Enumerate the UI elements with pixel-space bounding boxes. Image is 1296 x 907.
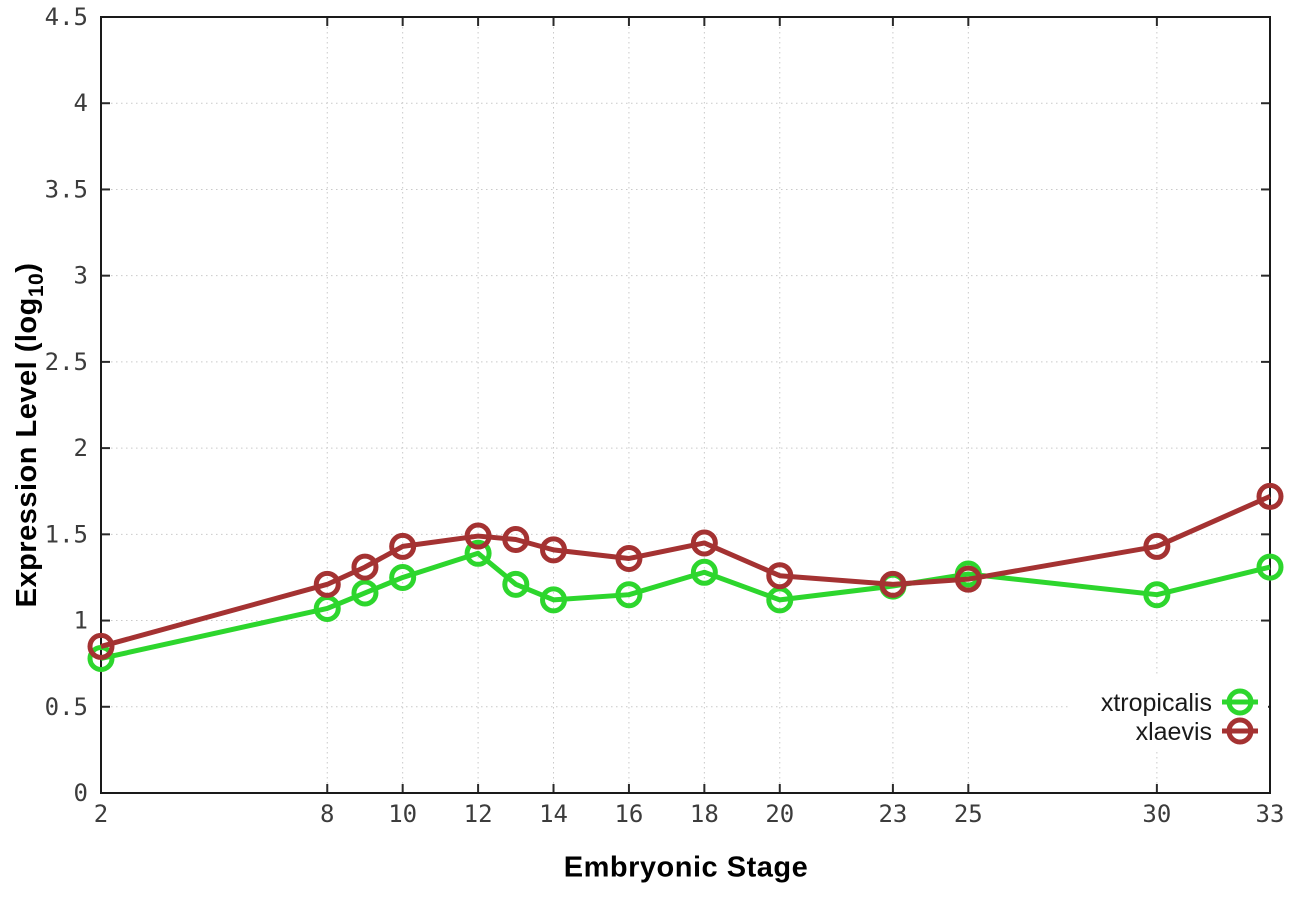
legend-label-xtropicalis: xtropicalis xyxy=(1101,689,1212,717)
marker-xtropicalis-2 xyxy=(87,644,115,672)
marker-xtropicalis-33 xyxy=(1256,553,1284,581)
marker-xtropicalis-9 xyxy=(351,579,379,607)
marker-xtropicalis-14 xyxy=(540,586,568,614)
marker-xlaevis-12 xyxy=(464,522,492,550)
x-axis-title: Embryonic Stage xyxy=(563,851,809,884)
y-axis-title-suffix: ) xyxy=(11,262,44,273)
legend-marker-xlaevis xyxy=(1226,717,1254,745)
marker-xlaevis-2 xyxy=(87,632,115,660)
x-tick-label-10: 10 xyxy=(388,800,417,828)
marker-xtropicalis-12 xyxy=(464,539,492,567)
y-tick-label-0: 0 xyxy=(74,779,88,807)
y-axis-title-prefix: Expression Level (log xyxy=(11,297,44,608)
x-tick-label-12: 12 xyxy=(464,800,493,828)
y-tick-label-4: 4 xyxy=(74,89,88,117)
x-tick-label-2: 2 xyxy=(94,800,108,828)
y-axis-title-subscript: 10 xyxy=(24,272,48,298)
marker-xlaevis-10 xyxy=(389,532,417,560)
y-tick-label-2: 2 xyxy=(74,434,88,462)
x-tick-label-33: 33 xyxy=(1256,800,1285,828)
marker-xlaevis-23 xyxy=(879,570,907,598)
marker-xlaevis-14 xyxy=(540,536,568,564)
x-tick-label-30: 30 xyxy=(1142,800,1171,828)
marker-xlaevis-25 xyxy=(954,565,982,593)
y-tick-label-1: 1 xyxy=(74,607,88,635)
marker-xtropicalis-10 xyxy=(389,563,417,591)
legend-label-xlaevis: xlaevis xyxy=(1136,718,1212,746)
plot-border xyxy=(100,16,1271,794)
legend-marker-xtropicalis xyxy=(1226,688,1254,716)
x-tick-label-20: 20 xyxy=(765,800,794,828)
marker-xtropicalis-16 xyxy=(615,581,643,609)
y-axis-title: Expression Level (log10) xyxy=(11,263,49,608)
y-tick-label-3: 3 xyxy=(74,262,88,290)
y-tick-label-0.5: 0.5 xyxy=(45,693,88,721)
x-tick-label-16: 16 xyxy=(614,800,643,828)
marker-xtropicalis-18 xyxy=(690,558,718,586)
marker-xlaevis-18 xyxy=(690,529,718,557)
marker-xtropicalis-30 xyxy=(1143,581,1171,609)
x-tick-label-14: 14 xyxy=(539,800,568,828)
series-line-xtropicalis xyxy=(100,550,1271,661)
marker-xlaevis-9 xyxy=(351,553,379,581)
y-tick-label-3.5: 3.5 xyxy=(45,175,88,203)
x-tick-label-8: 8 xyxy=(320,800,334,828)
marker-xlaevis-16 xyxy=(615,544,643,572)
x-tick-label-18: 18 xyxy=(690,800,719,828)
y-tick-label-4.5: 4.5 xyxy=(45,3,88,31)
y-tick-label-2.5: 2.5 xyxy=(45,348,88,376)
marker-xlaevis-20 xyxy=(766,562,794,590)
marker-xtropicalis-13 xyxy=(502,570,530,598)
marker-xlaevis-8 xyxy=(313,570,341,598)
marker-xlaevis-30 xyxy=(1143,532,1171,560)
marker-xlaevis-33 xyxy=(1256,482,1284,510)
marker-xlaevis-13 xyxy=(502,526,530,554)
y-tick-label-1.5: 1.5 xyxy=(45,520,88,548)
x-tick-label-25: 25 xyxy=(954,800,983,828)
x-tick-label-23: 23 xyxy=(878,800,907,828)
series-line-xlaevis xyxy=(100,494,1272,649)
